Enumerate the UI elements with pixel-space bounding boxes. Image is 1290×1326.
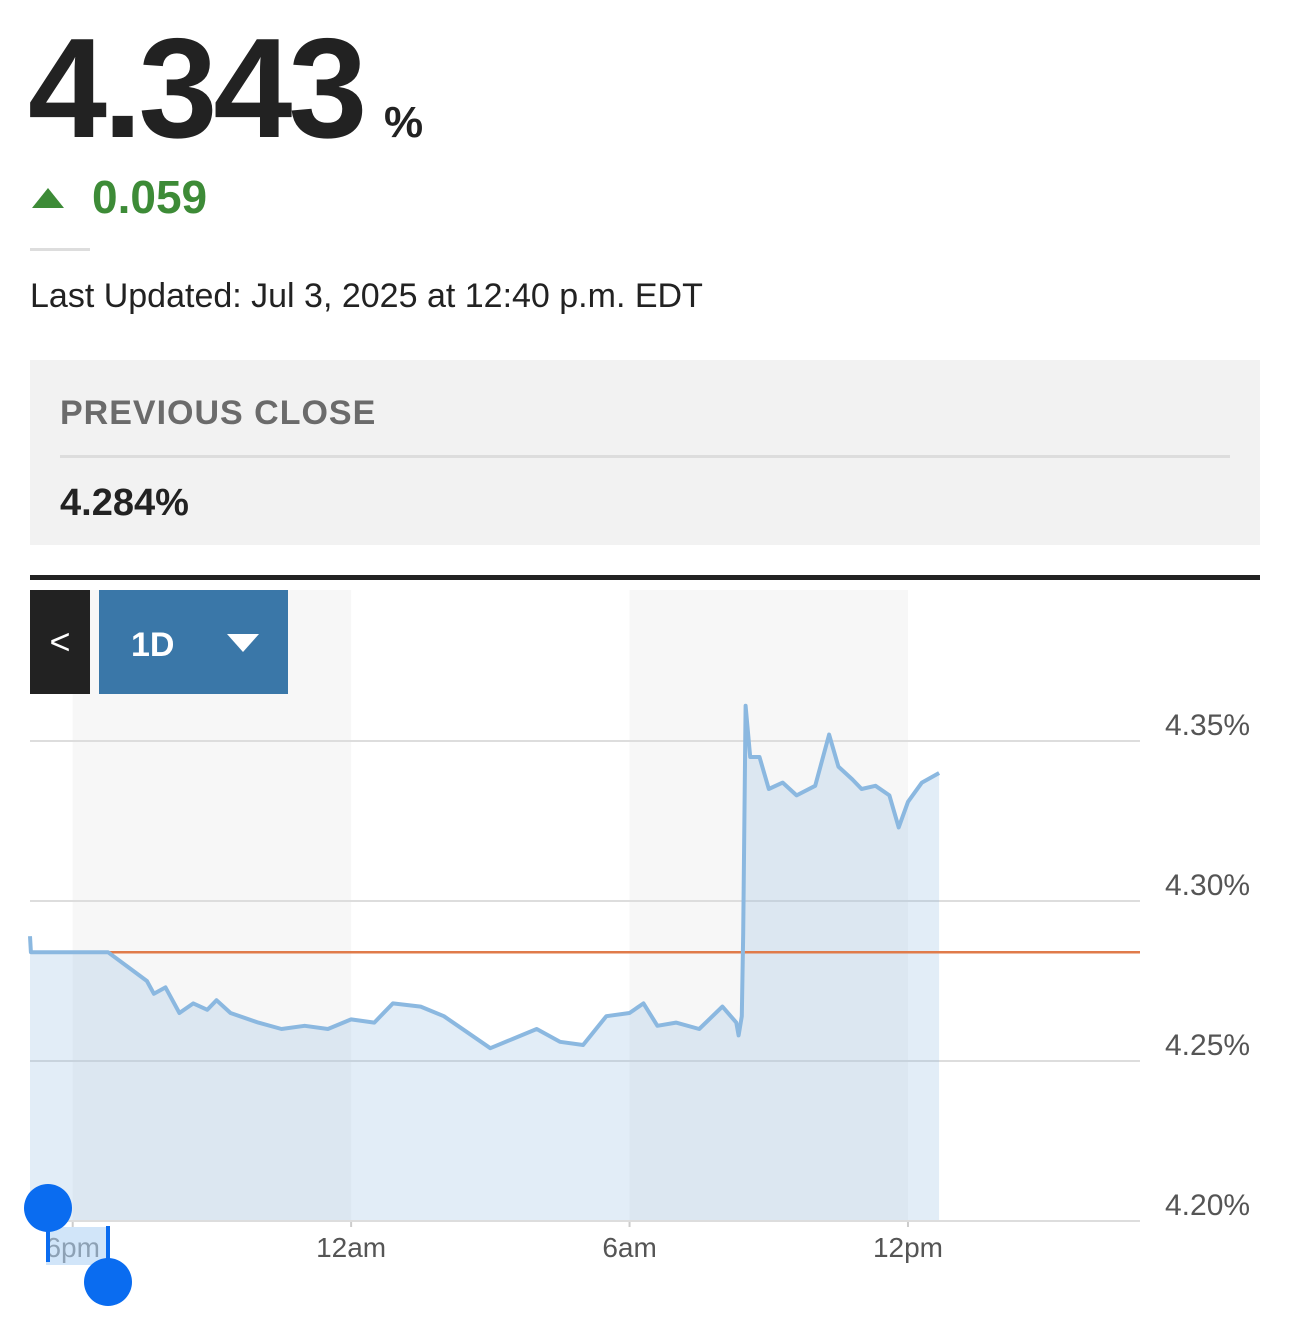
y-tick-label: 4.30% <box>1165 869 1250 902</box>
previous-close-label: PREVIOUS CLOSE <box>60 394 377 432</box>
chart-top-rule <box>30 575 1260 580</box>
change: 0.059 <box>92 171 208 223</box>
line <box>28 703 941 1051</box>
previous-close-value: 4.284% <box>60 482 189 524</box>
back-button[interactable]: < <box>30 590 90 694</box>
box-divider <box>60 455 1230 458</box>
session-band <box>72 590 352 1221</box>
range-label: 1D <box>131 626 175 664</box>
selection-handle <box>84 1258 132 1306</box>
divider <box>30 248 90 251</box>
x-tick-label: 6am <box>602 1232 656 1263</box>
price-unit: % <box>384 98 424 147</box>
y-tick-label: 4.35% <box>1165 709 1250 742</box>
selection-handle <box>24 1184 72 1232</box>
previous-close-box: PREVIOUS CLOSE 4.284% <box>30 360 1260 545</box>
dropdown-arrow <box>227 634 259 652</box>
x-tick-label: 12pm <box>873 1232 943 1263</box>
range-button[interactable]: 1D <box>99 590 288 694</box>
x-tick-label: 12am <box>316 1232 386 1263</box>
last-updated: Last Updated: Jul 3, 2025 at 12:40 p.m. … <box>30 277 703 315</box>
price: 4.343 <box>28 9 367 168</box>
y-tick-label: 4.20% <box>1165 1189 1250 1222</box>
session-band <box>629 590 908 1221</box>
selection <box>46 1227 108 1265</box>
area <box>30 705 940 1221</box>
y-tick-label: 4.25% <box>1165 1029 1250 1062</box>
up-arrow <box>32 188 64 208</box>
